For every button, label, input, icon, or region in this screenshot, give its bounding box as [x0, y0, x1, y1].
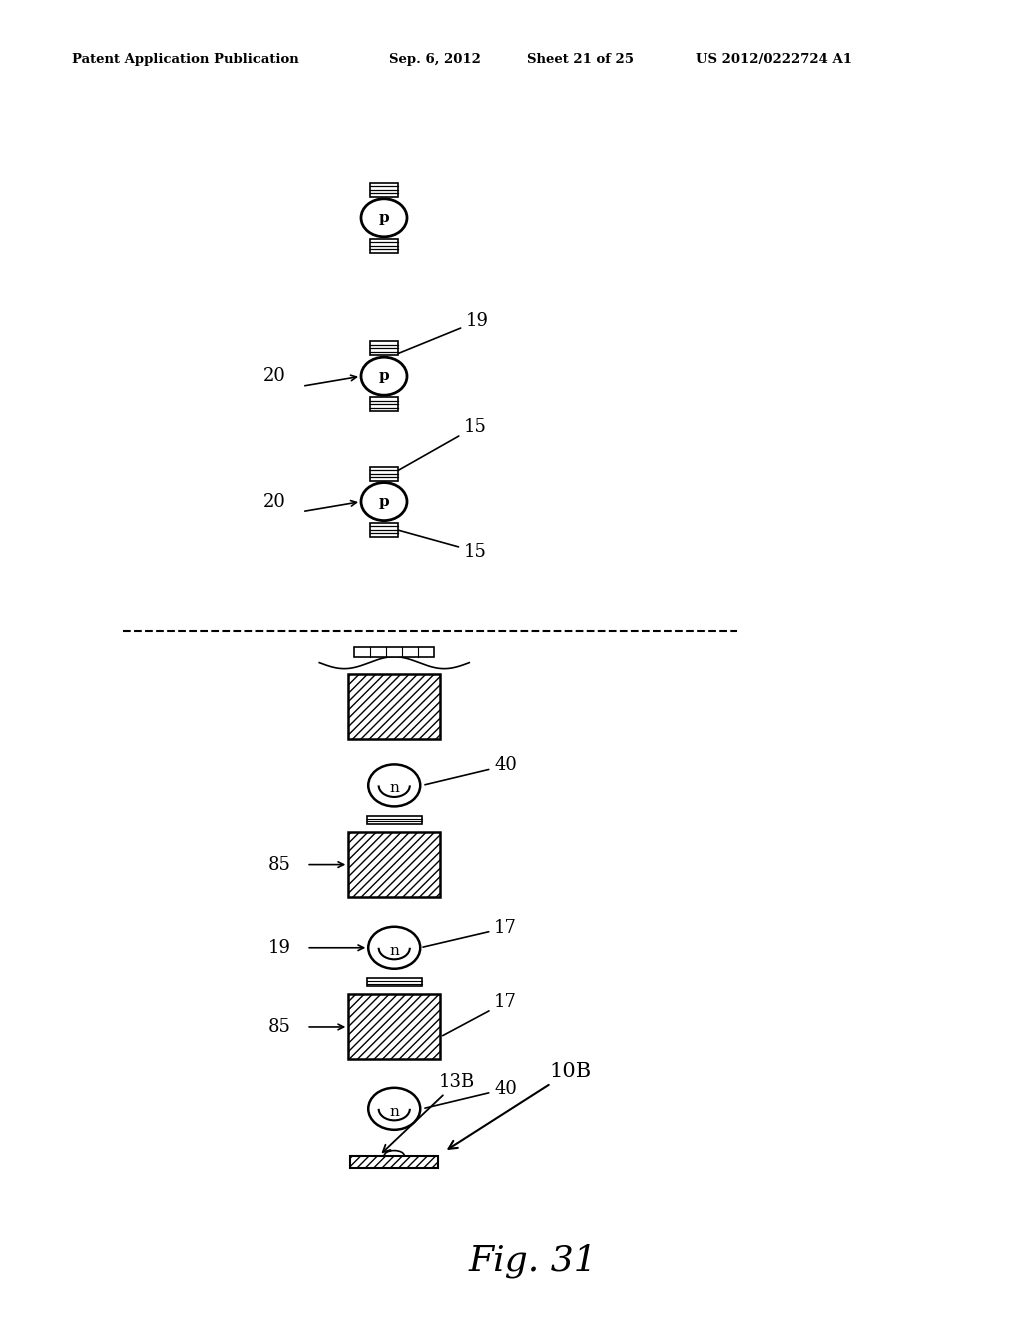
Bar: [370, 239, 398, 253]
Ellipse shape: [361, 483, 407, 520]
Text: Sheet 21 of 25: Sheet 21 of 25: [527, 53, 634, 66]
Bar: [348, 673, 440, 739]
Bar: [354, 647, 434, 657]
Text: 10B: 10B: [449, 1061, 592, 1148]
Ellipse shape: [361, 358, 407, 395]
Text: 17: 17: [442, 993, 517, 1036]
Text: 20: 20: [262, 492, 286, 511]
Ellipse shape: [369, 764, 420, 807]
Bar: [348, 994, 440, 1060]
Text: p: p: [379, 211, 389, 224]
Text: Patent Application Publication: Patent Application Publication: [72, 53, 298, 66]
Ellipse shape: [369, 1088, 420, 1130]
Bar: [370, 397, 398, 412]
Text: 40: 40: [425, 756, 517, 785]
Text: n: n: [389, 1105, 399, 1119]
Bar: [370, 182, 398, 197]
Bar: [370, 341, 398, 355]
Text: 17: 17: [423, 919, 517, 948]
Text: Fig. 31: Fig. 31: [468, 1243, 597, 1278]
Bar: [370, 466, 398, 480]
Text: 20: 20: [262, 367, 286, 385]
Bar: [370, 523, 398, 537]
Text: p: p: [379, 495, 389, 508]
Text: 19: 19: [267, 939, 291, 957]
Ellipse shape: [369, 927, 420, 969]
Bar: [367, 816, 422, 824]
Text: n: n: [389, 944, 399, 958]
Text: 15: 15: [391, 528, 486, 561]
Text: 85: 85: [268, 1018, 291, 1036]
Text: 85: 85: [268, 855, 291, 874]
Text: US 2012/0222724 A1: US 2012/0222724 A1: [696, 53, 852, 66]
Bar: [350, 1155, 438, 1168]
Text: Sep. 6, 2012: Sep. 6, 2012: [389, 53, 481, 66]
Text: n: n: [389, 781, 399, 796]
Bar: [348, 832, 440, 898]
Ellipse shape: [361, 199, 407, 236]
Text: 13B: 13B: [383, 1073, 475, 1152]
Text: 15: 15: [391, 417, 486, 474]
Text: p: p: [379, 370, 389, 383]
Bar: [367, 978, 422, 986]
Text: 19: 19: [396, 313, 489, 354]
Text: 40: 40: [425, 1080, 517, 1109]
